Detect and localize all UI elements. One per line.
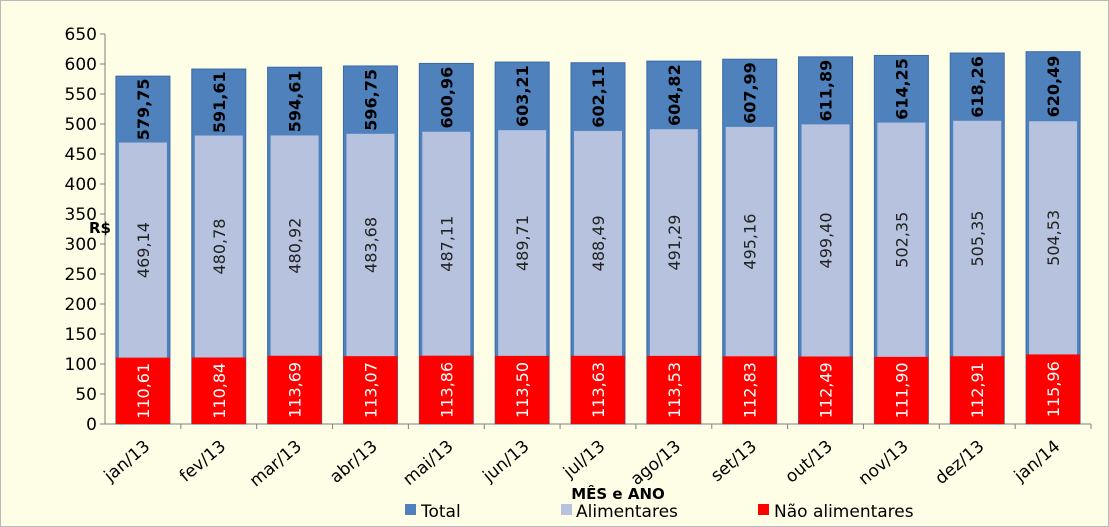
x-tick-label: abr/13 bbox=[326, 437, 381, 488]
data-label-total: 591,61 bbox=[210, 71, 229, 133]
y-tick-label: 550 bbox=[65, 85, 97, 105]
x-tick-label: fev/13 bbox=[176, 437, 230, 487]
data-label-total: 614,25 bbox=[892, 58, 911, 120]
bar-nao-alimentares bbox=[267, 355, 322, 424]
y-tick-label: 350 bbox=[65, 205, 97, 225]
bar-nao-alimentares bbox=[343, 356, 398, 424]
data-label-nao-alimentares: 112,91 bbox=[968, 362, 987, 418]
y-tick-label: 0 bbox=[86, 415, 97, 435]
bar-nao-alimentares bbox=[495, 355, 550, 424]
legend-label-alimentares: Alimentares bbox=[576, 502, 678, 522]
y-tick-label: 600 bbox=[65, 55, 97, 75]
y-tick-label: 50 bbox=[75, 385, 97, 405]
legend-swatch-total bbox=[405, 504, 416, 515]
data-label-alimentares: 469,14 bbox=[134, 222, 153, 278]
bar-nao-alimentares bbox=[646, 355, 701, 424]
legend-label-nao-alimentares: Não alimentares bbox=[774, 502, 914, 522]
data-label-nao-alimentares: 115,96 bbox=[1044, 361, 1063, 417]
data-label-total: 620,49 bbox=[1044, 56, 1063, 118]
x-tick-label: out/13 bbox=[782, 437, 837, 488]
data-label-total: 579,75 bbox=[134, 78, 153, 140]
x-tick-label: jun/13 bbox=[479, 437, 534, 487]
y-tick-label: 450 bbox=[65, 145, 97, 165]
y-tick-label: 500 bbox=[65, 115, 97, 135]
data-label-alimentares: 483,68 bbox=[361, 217, 380, 273]
y-tick-label: 100 bbox=[65, 355, 97, 375]
data-label-alimentares: 489,71 bbox=[513, 215, 532, 271]
bar-nao-alimentares bbox=[115, 357, 170, 424]
bar-nao-alimentares bbox=[191, 357, 246, 424]
x-tick-label: ago/13 bbox=[627, 437, 685, 490]
data-label-nao-alimentares: 113,69 bbox=[286, 362, 305, 418]
data-label-alimentares: 480,92 bbox=[286, 218, 305, 274]
data-label-alimentares: 502,35 bbox=[892, 212, 911, 268]
data-label-nao-alimentares: 112,83 bbox=[741, 362, 760, 418]
data-label-alimentares: 505,35 bbox=[968, 211, 987, 267]
y-tick-label: 150 bbox=[65, 325, 97, 345]
data-label-nao-alimentares: 113,07 bbox=[361, 362, 380, 418]
x-tick-label: jan/14 bbox=[1010, 437, 1064, 487]
data-label-alimentares: 480,78 bbox=[210, 219, 229, 275]
data-label-total: 602,11 bbox=[589, 66, 608, 128]
x-tick-label: mai/13 bbox=[399, 437, 457, 490]
data-label-total: 596,75 bbox=[361, 69, 380, 131]
y-tick-label: 650 bbox=[65, 25, 97, 45]
data-label-nao-alimentares: 110,61 bbox=[134, 363, 153, 419]
bars bbox=[115, 51, 1081, 425]
data-label-alimentares: 504,53 bbox=[1044, 210, 1063, 266]
data-label-nao-alimentares: 111,90 bbox=[892, 362, 911, 418]
data-label-total: 611,89 bbox=[817, 60, 836, 122]
x-tick-label: dez/13 bbox=[932, 437, 989, 489]
bar-nao-alimentares bbox=[571, 355, 625, 424]
data-label-nao-alimentares: 113,50 bbox=[513, 362, 532, 418]
x-tick-label: jul/13 bbox=[559, 437, 609, 484]
x-tick-label: nov/13 bbox=[855, 437, 913, 490]
x-tick-label: mar/13 bbox=[246, 437, 306, 492]
bar-nao-alimentares bbox=[419, 355, 474, 424]
data-label-alimentares: 491,29 bbox=[665, 215, 684, 271]
bar-nao-alimentares bbox=[722, 356, 777, 424]
bar-nao-alimentares bbox=[798, 356, 853, 424]
legend-swatch-alimentares bbox=[561, 504, 572, 515]
data-label-total: 607,99 bbox=[741, 62, 760, 124]
y-tick-label: 200 bbox=[65, 295, 97, 315]
data-label-nao-alimentares: 113,53 bbox=[665, 362, 684, 418]
data-label-total: 594,61 bbox=[286, 70, 305, 132]
data-label-total: 604,82 bbox=[665, 64, 684, 126]
data-label-nao-alimentares: 112,49 bbox=[817, 362, 836, 418]
y-axis-title: R$ bbox=[89, 219, 111, 237]
data-label-nao-alimentares: 113,86 bbox=[437, 362, 456, 418]
data-label-nao-alimentares: 110,84 bbox=[210, 363, 229, 419]
bar-nao-alimentares bbox=[950, 356, 1005, 424]
data-label-alimentares: 495,16 bbox=[741, 214, 760, 270]
legend: Total Alimentares Não alimentares bbox=[405, 502, 914, 522]
data-label-alimentares: 499,40 bbox=[817, 212, 836, 268]
x-axis-title: MÊS e ANO bbox=[571, 484, 665, 503]
legend-swatch-nao-alimentares bbox=[758, 504, 769, 515]
data-label-total: 600,96 bbox=[437, 67, 456, 129]
x-tick-label: jan/13 bbox=[100, 437, 154, 487]
y-tick-label: 300 bbox=[65, 235, 97, 255]
legend-label-total: Total bbox=[420, 502, 461, 522]
bar-nao-alimentares bbox=[874, 356, 929, 424]
value-labels: 579,75 469,14 110,61 591,61 480,78 110,84 594,… bbox=[134, 56, 1063, 419]
bar-nao-alimentares bbox=[1026, 354, 1081, 424]
data-label-nao-alimentares: 113,63 bbox=[589, 362, 608, 418]
data-label-alimentares: 487,11 bbox=[437, 216, 456, 272]
y-tick-label: 400 bbox=[65, 175, 97, 195]
data-label-total: 603,21 bbox=[513, 65, 532, 127]
data-label-alimentares: 488,49 bbox=[589, 215, 608, 271]
x-tick-label: set/13 bbox=[707, 437, 761, 487]
data-label-total: 618,26 bbox=[968, 56, 987, 118]
y-tick-label: 250 bbox=[65, 265, 97, 285]
